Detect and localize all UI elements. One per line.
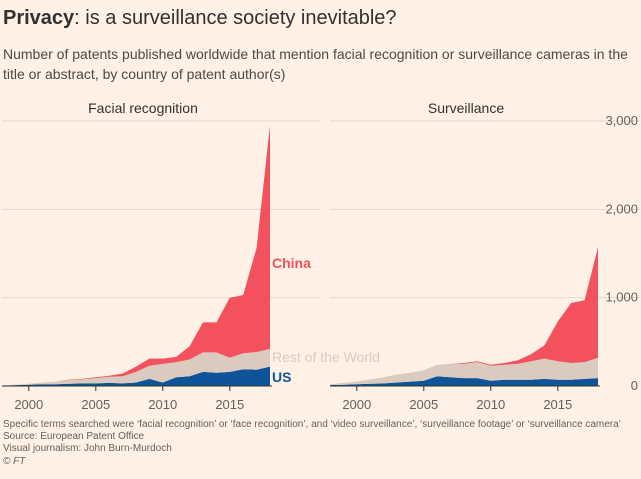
series-label-us: US xyxy=(272,369,291,385)
chart-subtitle: Number of patents published worldwide th… xyxy=(3,46,628,82)
chart-title: Privacy: is a surveillance society inevi… xyxy=(3,6,397,30)
y-tick-label: 0 xyxy=(631,378,638,393)
x-tick-label: 2010 xyxy=(476,397,505,412)
x-tick-label: 2015 xyxy=(543,397,572,412)
area-china xyxy=(2,125,270,386)
panel-title: Facial recognition xyxy=(88,100,198,116)
title-bold: Privacy xyxy=(3,7,75,29)
y-tick-label: 2,000 xyxy=(605,201,638,216)
area-rest-of-the-world xyxy=(330,357,598,386)
x-tick-label: 2015 xyxy=(215,397,244,412)
x-tick-label: 2000 xyxy=(342,397,371,412)
y-tick-label: 1,000 xyxy=(605,290,638,305)
x-tick-label: 2005 xyxy=(81,397,110,412)
title-rest: : is a surveillance society inevitable? xyxy=(74,7,397,29)
area-us xyxy=(330,376,598,386)
ft-brand: © FT xyxy=(3,456,26,467)
footnote: Specific terms searched were ‘facial rec… xyxy=(3,419,621,430)
x-tick-label: 2005 xyxy=(409,397,438,412)
credit-note: Visual journalism: John Burn-Murdoch xyxy=(3,443,172,454)
area-us xyxy=(2,366,270,386)
source-note: Source: European Patent Office xyxy=(3,431,145,442)
panel-title: Surveillance xyxy=(428,100,504,116)
series-label-china: China xyxy=(272,255,311,271)
area-rest-of-the-world xyxy=(2,348,270,386)
series-label-rest-of-the-world: Rest of the World xyxy=(272,349,380,365)
y-tick-label: 3,000 xyxy=(605,113,638,128)
x-tick-label: 2000 xyxy=(14,397,43,412)
x-tick-label: 2010 xyxy=(148,397,177,412)
